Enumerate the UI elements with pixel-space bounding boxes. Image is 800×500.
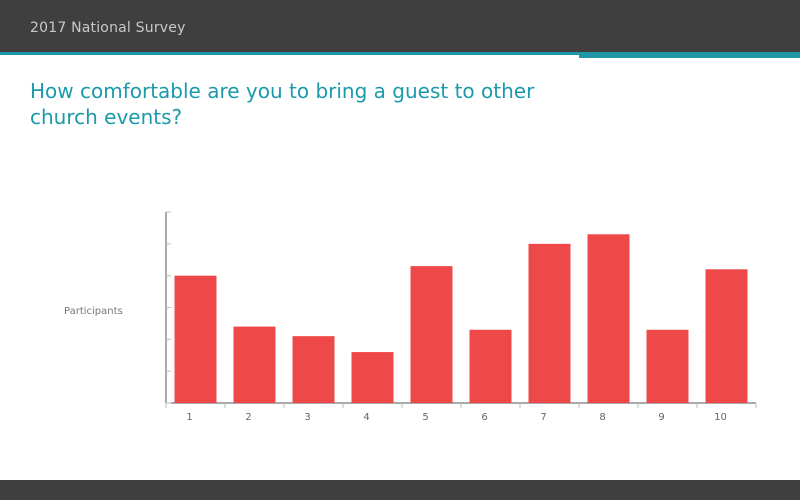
footer-bar — [0, 480, 800, 500]
survey-title: 2017 National Survey — [30, 20, 186, 36]
bar-10 — [705, 269, 748, 403]
x-tick-label-4: 4 — [363, 412, 369, 423]
x-tick-label-1: 1 — [186, 412, 192, 423]
x-tick-label-3: 3 — [304, 412, 310, 423]
y-axis-label: Participants — [64, 306, 123, 317]
x-tick-label-9: 9 — [658, 412, 664, 423]
chart-bars — [174, 234, 748, 403]
bar-1 — [174, 275, 217, 403]
bar-9 — [646, 329, 689, 403]
x-tick-label-7: 7 — [540, 412, 546, 423]
x-tick-label-5: 5 — [422, 412, 428, 423]
x-tick-labels: 1 2 3 4 5 6 7 8 9 10 — [186, 412, 727, 423]
bar-7 — [528, 243, 571, 403]
x-tick-label-6: 6 — [481, 412, 487, 423]
bar-2 — [233, 326, 276, 403]
header-accent-line — [0, 52, 800, 55]
bar-3 — [292, 336, 335, 403]
bar-5 — [410, 266, 453, 403]
header-accent-tab — [579, 52, 800, 58]
x-tick-label-10: 10 — [714, 412, 727, 423]
bar-6 — [469, 329, 512, 403]
x-tick-label-8: 8 — [599, 412, 605, 423]
x-tick-label-2: 2 — [245, 412, 251, 423]
bar-8 — [587, 234, 630, 403]
header-bar: 2017 National Survey — [0, 0, 800, 52]
question-heading: How comfortable are you to bring a guest… — [30, 79, 535, 129]
bar-4 — [351, 352, 394, 403]
